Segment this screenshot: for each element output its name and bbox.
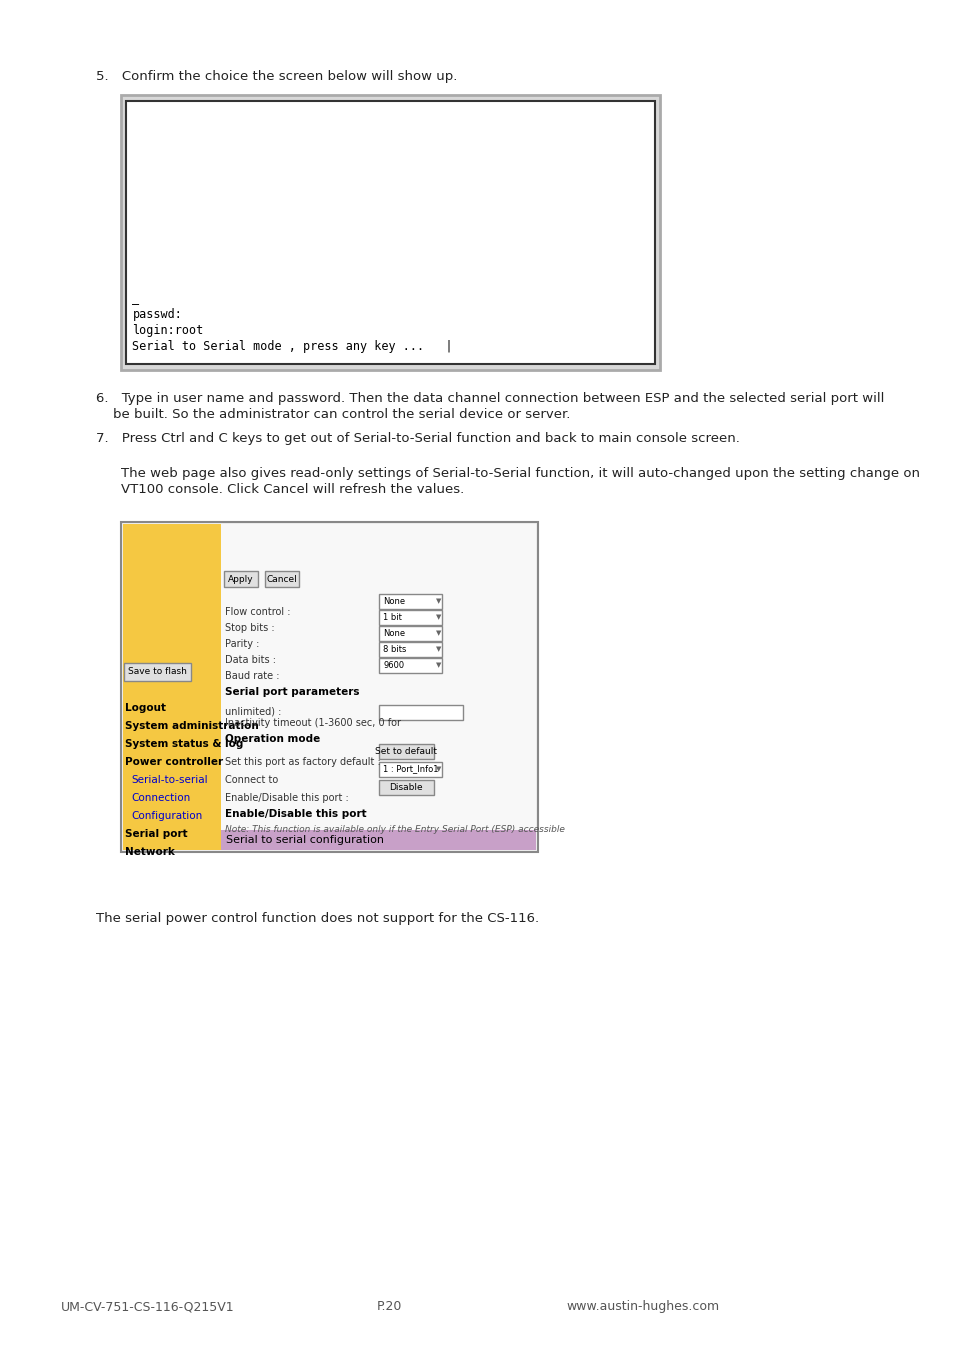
Text: 5. Confirm the choice the screen below will show up.: 5. Confirm the choice the screen below w…	[96, 70, 457, 82]
Text: VT100 console. Click Cancel will refresh the values.: VT100 console. Click Cancel will refresh…	[121, 483, 464, 495]
Text: passwd:: passwd:	[132, 308, 182, 321]
Text: _: _	[132, 292, 139, 305]
Text: Set this port as factory default :: Set this port as factory default :	[225, 757, 380, 767]
FancyBboxPatch shape	[378, 610, 441, 625]
FancyBboxPatch shape	[378, 643, 441, 657]
Text: System administration: System administration	[125, 721, 258, 730]
FancyBboxPatch shape	[378, 594, 441, 609]
FancyBboxPatch shape	[378, 657, 441, 674]
Bar	[220, 830, 536, 850]
FancyBboxPatch shape	[224, 571, 258, 587]
Text: 8 bits: 8 bits	[383, 644, 406, 653]
Text: Connect to: Connect to	[225, 775, 277, 784]
Text: The serial power control function does not support for the CS-116.: The serial power control function does n…	[96, 913, 539, 925]
Text: ▼: ▼	[436, 598, 440, 603]
Text: login:root: login:root	[132, 324, 203, 338]
Text: 1 : Port_Info1: 1 : Port_Info1	[383, 764, 438, 774]
Text: The web page also gives read-only settings of Serial-to-Serial function, it will: The web page also gives read-only settin…	[121, 467, 919, 481]
FancyBboxPatch shape	[265, 571, 299, 587]
Text: Inactivity timeout (1-3600 sec, 0 for: Inactivity timeout (1-3600 sec, 0 for	[225, 718, 400, 728]
FancyBboxPatch shape	[378, 744, 434, 759]
Text: Network: Network	[125, 846, 174, 857]
Text: Baud rate :: Baud rate :	[225, 671, 279, 680]
Text: Flow control :: Flow control :	[225, 608, 290, 617]
Text: Note: This function is available only if the Entry Serial Port (ESP) accessible: Note: This function is available only if…	[225, 825, 564, 834]
Text: Save to flash: Save to flash	[128, 667, 187, 676]
Text: unlimited) :: unlimited) :	[225, 706, 281, 716]
Text: Stop bits :: Stop bits :	[225, 622, 274, 633]
Text: System status & log: System status & log	[125, 738, 243, 749]
Bar	[220, 524, 536, 830]
Text: www.austin-hughes.com: www.austin-hughes.com	[565, 1300, 719, 1314]
Text: Cancel: Cancel	[266, 575, 297, 583]
Text: ▼: ▼	[436, 630, 440, 636]
FancyBboxPatch shape	[378, 705, 462, 720]
Text: Operation mode: Operation mode	[225, 734, 319, 744]
Text: Enable/Disable this port: Enable/Disable this port	[225, 809, 366, 819]
Text: Serial-to-serial: Serial-to-serial	[132, 775, 208, 784]
FancyBboxPatch shape	[378, 780, 434, 795]
Text: Serial to Serial mode , press any key ...   |: Serial to Serial mode , press any key ..…	[132, 340, 453, 352]
FancyBboxPatch shape	[126, 101, 655, 364]
Text: be built. So the administrator can control the serial device or server.: be built. So the administrator can contr…	[96, 408, 570, 421]
FancyBboxPatch shape	[378, 626, 441, 641]
Text: Serial port parameters: Serial port parameters	[225, 687, 359, 697]
Text: Logout: Logout	[125, 703, 166, 713]
Text: Connection: Connection	[132, 792, 191, 803]
Text: 7. Press Ctrl and C keys to get out of Serial-to-Serial function and back to mai: 7. Press Ctrl and C keys to get out of S…	[96, 432, 740, 446]
Text: Serial port: Serial port	[125, 829, 188, 838]
Text: 1 bit: 1 bit	[383, 613, 402, 621]
Text: Configuration: Configuration	[132, 811, 203, 821]
Text: P.20: P.20	[376, 1300, 402, 1314]
Text: Parity :: Parity :	[225, 639, 259, 649]
Bar	[122, 524, 220, 850]
Text: 6. Type in user name and password. Then the data channel connection between ESP : 6. Type in user name and password. Then …	[96, 392, 883, 405]
Text: 9600: 9600	[383, 660, 404, 670]
Text: UM-CV-751-CS-116-Q215V1: UM-CV-751-CS-116-Q215V1	[61, 1300, 234, 1314]
Text: Disable: Disable	[389, 783, 422, 791]
Bar	[121, 522, 537, 852]
Text: Power controller: Power controller	[125, 757, 223, 767]
FancyBboxPatch shape	[124, 663, 191, 680]
Text: ▼: ▼	[436, 662, 440, 668]
Text: ▼: ▼	[436, 614, 440, 620]
FancyBboxPatch shape	[121, 95, 659, 370]
Text: ▼: ▼	[436, 765, 440, 772]
Text: None: None	[383, 629, 405, 637]
Text: Enable/Disable this port :: Enable/Disable this port :	[225, 792, 348, 803]
Text: ▼: ▼	[436, 647, 440, 652]
Text: None: None	[383, 597, 405, 606]
Text: Serial to serial configuration: Serial to serial configuration	[225, 836, 383, 845]
Text: Data bits :: Data bits :	[225, 655, 275, 666]
Text: Apply: Apply	[228, 575, 253, 583]
FancyBboxPatch shape	[378, 761, 441, 778]
Text: Set to default: Set to default	[375, 747, 436, 756]
